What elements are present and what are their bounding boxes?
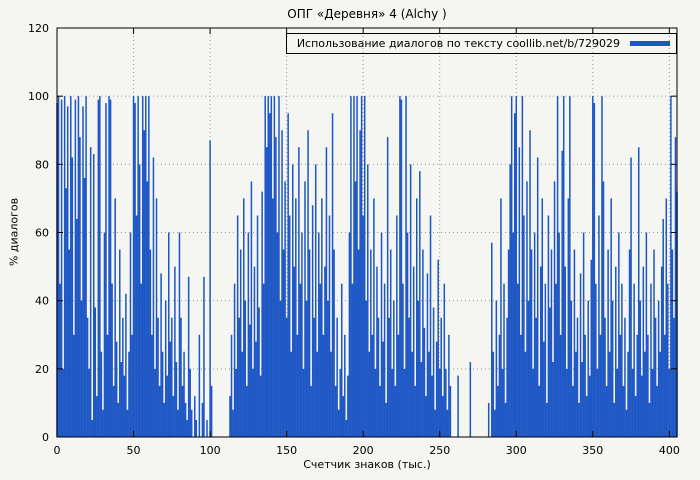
svg-text:400: 400 — [659, 444, 680, 457]
svg-text:100: 100 — [28, 90, 49, 103]
y-axis-label: % диалогов — [7, 197, 21, 267]
svg-text:200: 200 — [353, 444, 374, 457]
chart-title: ОПГ «Деревня» 4 (Alchy ) — [287, 7, 447, 21]
svg-text:150: 150 — [276, 444, 297, 457]
svg-text:300: 300 — [506, 444, 527, 457]
svg-text:40: 40 — [35, 295, 49, 308]
svg-text:50: 50 — [127, 444, 141, 457]
bars-series — [56, 96, 678, 437]
legend-label: Использование диалогов по тексту coollib… — [296, 37, 620, 50]
legend: Использование диалогов по тексту coollib… — [285, 33, 677, 54]
svg-text:80: 80 — [35, 158, 49, 171]
svg-text:20: 20 — [35, 363, 49, 376]
svg-text:120: 120 — [28, 22, 49, 35]
svg-text:0: 0 — [54, 444, 61, 457]
svg-text:60: 60 — [35, 227, 49, 240]
legend-line-swatch — [630, 41, 670, 46]
svg-text:0: 0 — [42, 431, 49, 444]
svg-text:250: 250 — [429, 444, 450, 457]
svg-text:350: 350 — [582, 444, 603, 457]
x-axis-label: Счетчик знаков (тыс.) — [303, 458, 431, 471]
svg-text:100: 100 — [200, 444, 221, 457]
